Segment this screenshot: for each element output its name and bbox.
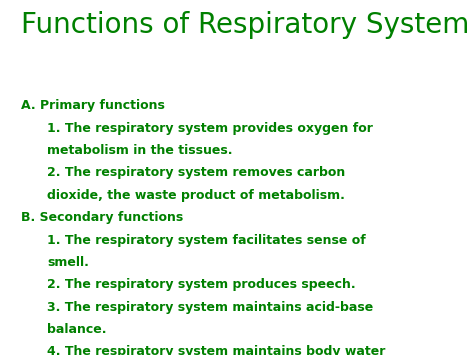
Text: A. Primary functions: A. Primary functions	[21, 99, 165, 113]
Text: 2. The respiratory system produces speech.: 2. The respiratory system produces speec…	[47, 278, 356, 291]
Text: 1. The respiratory system provides oxygen for: 1. The respiratory system provides oxyge…	[47, 122, 373, 135]
Text: 3. The respiratory system maintains acid-base: 3. The respiratory system maintains acid…	[47, 301, 374, 314]
Text: 4. The respiratory system maintains body water: 4. The respiratory system maintains body…	[47, 345, 386, 355]
Text: balance.: balance.	[47, 323, 107, 336]
Text: 2. The respiratory system removes carbon: 2. The respiratory system removes carbon	[47, 166, 346, 180]
Text: B. Secondary functions: B. Secondary functions	[21, 211, 183, 224]
Text: dioxide, the waste product of metabolism.: dioxide, the waste product of metabolism…	[47, 189, 345, 202]
Text: smell.: smell.	[47, 256, 89, 269]
Text: 1. The respiratory system facilitates sense of: 1. The respiratory system facilitates se…	[47, 234, 366, 247]
Text: Functions of Respiratory System: Functions of Respiratory System	[21, 11, 470, 39]
Text: metabolism in the tissues.: metabolism in the tissues.	[47, 144, 233, 157]
